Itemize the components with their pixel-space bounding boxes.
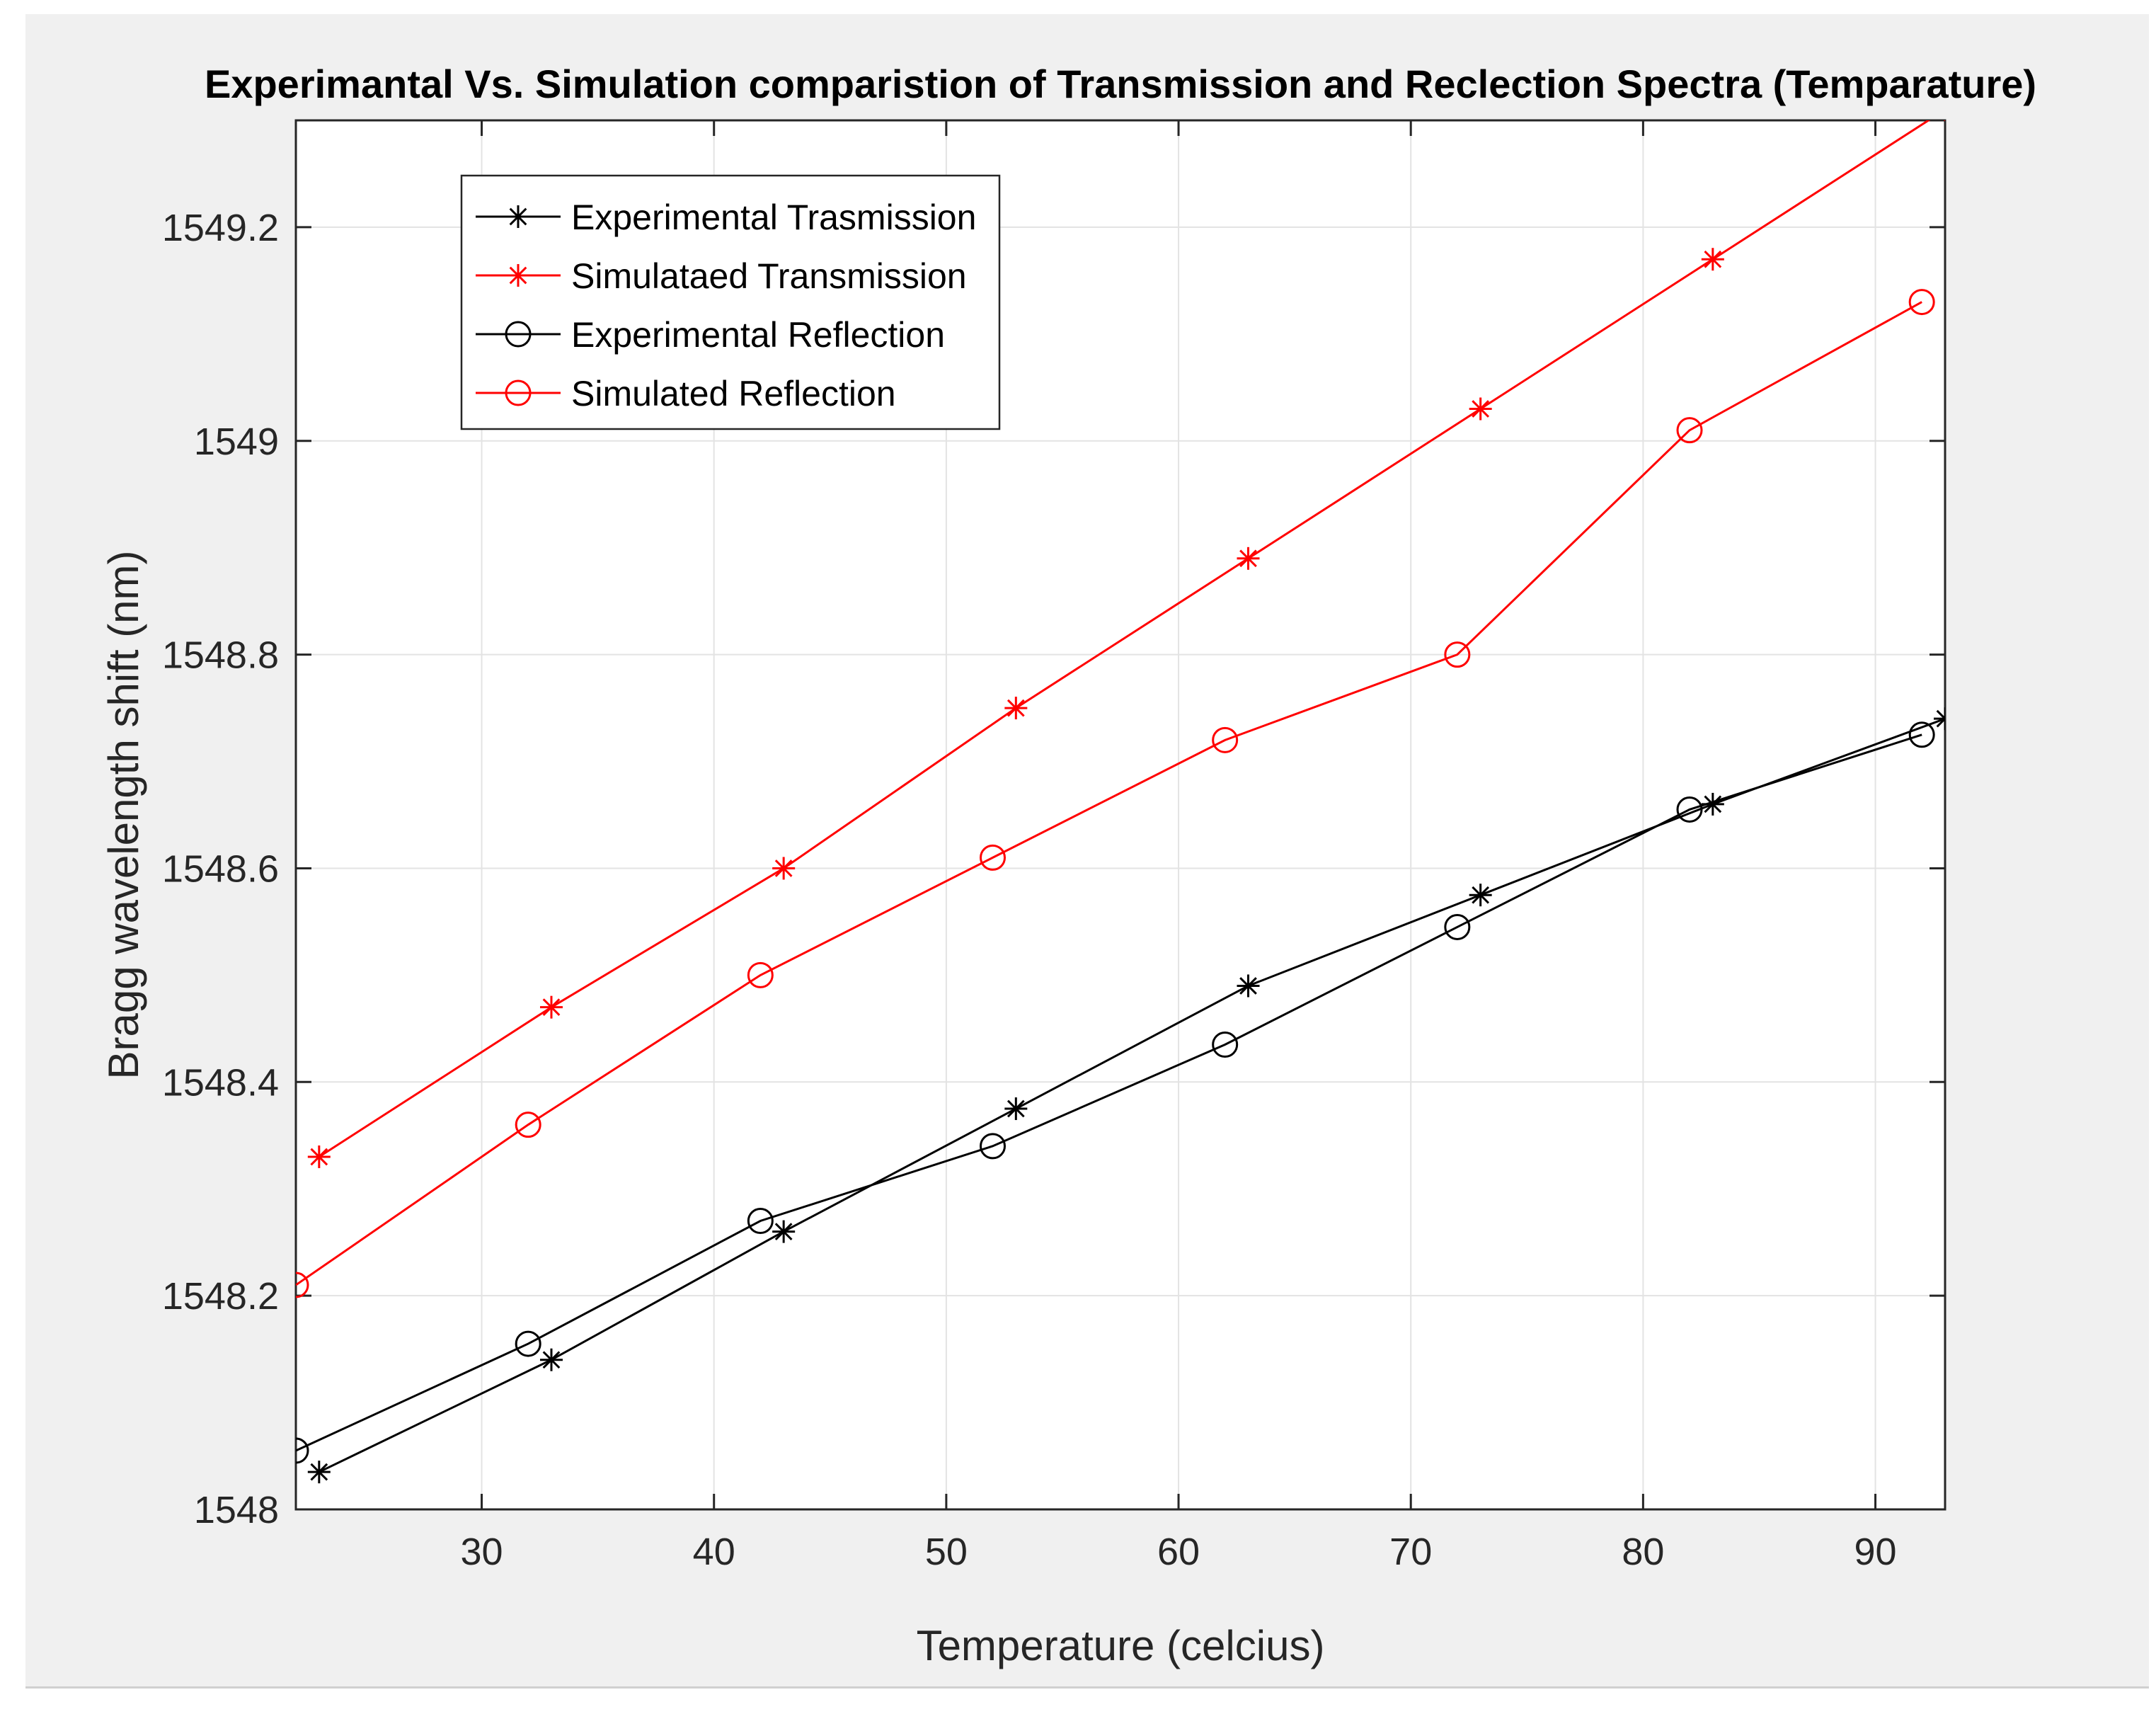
data-point	[1444, 641, 1471, 668]
axes-box	[294, 119, 1946, 1511]
data-point	[1004, 1097, 1028, 1121]
data-point	[1237, 974, 1260, 998]
series-3	[296, 721, 1935, 1464]
data-point	[307, 1461, 331, 1484]
data-point	[296, 1272, 309, 1298]
x-tick-label: 30	[460, 1531, 503, 1573]
ticks: 30 40 50 60 70 80 90 1548 1548.2 1548.4 1548.6 1548…	[162, 120, 1945, 1573]
x-tick-label: 90	[1854, 1531, 1897, 1573]
data-point	[1469, 397, 1492, 421]
data-point	[1701, 248, 1724, 271]
y-tick-label: 1548.2	[162, 1275, 279, 1318]
legend-label: Simulataed Transmission	[571, 256, 967, 296]
series-line	[319, 120, 1931, 1158]
legend-item: Simulataed Transmission	[476, 256, 967, 296]
legend-marker	[505, 379, 532, 406]
data-point	[1676, 417, 1703, 444]
data-point	[980, 1133, 1007, 1160]
series-1	[307, 707, 1945, 1484]
data-point	[1004, 697, 1028, 720]
data-point	[1676, 796, 1703, 823]
data-point	[539, 995, 563, 1019]
legend-item: Simulated Reflection	[476, 374, 896, 413]
x-tick-label: 80	[1622, 1531, 1664, 1573]
y-tick-label: 1548.6	[162, 847, 279, 890]
legend-item: Experimental Reflection	[476, 315, 945, 355]
x-tick-label: 60	[1157, 1531, 1200, 1573]
data-point	[1908, 289, 1935, 316]
series-line	[296, 301, 1922, 1286]
y-tick-label: 1548.4	[162, 1061, 279, 1104]
data-point	[539, 1348, 563, 1371]
legend: Experimental Trasmission Simulataed Trans…	[460, 174, 1001, 430]
data-point	[747, 961, 774, 988]
series	[296, 120, 1945, 1484]
y-axis-label: Bragg wavelength shift (nm)	[100, 550, 147, 1079]
y-tick-label: 1548.8	[162, 634, 279, 677]
series-2	[307, 120, 1945, 1168]
data-point	[1701, 792, 1724, 816]
data-point	[772, 857, 796, 880]
series-4	[296, 289, 1935, 1298]
data-point	[747, 1208, 774, 1235]
x-tick-label: 70	[1389, 1531, 1432, 1573]
data-point	[1237, 547, 1260, 570]
data-point	[307, 1145, 331, 1168]
x-tick-label: 50	[925, 1531, 968, 1573]
data-point	[1908, 721, 1935, 748]
y-tick-label: 1549.2	[162, 207, 279, 249]
data-point	[772, 1220, 796, 1243]
x-tick-label: 40	[693, 1531, 735, 1573]
legend-marker	[507, 205, 529, 228]
series-line	[319, 717, 1945, 1473]
legend-label: Experimental Reflection	[571, 315, 945, 355]
legend-label: Experimental Trasmission	[571, 198, 976, 237]
data-point	[1934, 707, 1945, 731]
legend-marker	[507, 264, 529, 287]
data-point	[980, 844, 1007, 871]
legend-box	[460, 174, 1001, 430]
y-tick-label: 1548	[194, 1489, 279, 1531]
y-tick-label: 1549	[194, 421, 279, 463]
legend-label: Simulated Reflection	[571, 374, 896, 413]
data-point	[1212, 1031, 1239, 1058]
data-point	[515, 1112, 541, 1138]
legend-marker	[505, 321, 532, 348]
series-line	[296, 733, 1922, 1452]
x-axis-label: Temperature (celcius)	[917, 1622, 1325, 1669]
data-point	[1444, 913, 1471, 940]
data-point	[515, 1330, 541, 1357]
axes	[294, 119, 1946, 1511]
chart-title: Experimantal Vs. Simulation comparistion…	[205, 62, 2036, 106]
data-point	[1212, 726, 1239, 753]
data-point	[1469, 884, 1492, 907]
data-point	[296, 1437, 309, 1464]
legend-item: Experimental Trasmission	[476, 198, 976, 237]
